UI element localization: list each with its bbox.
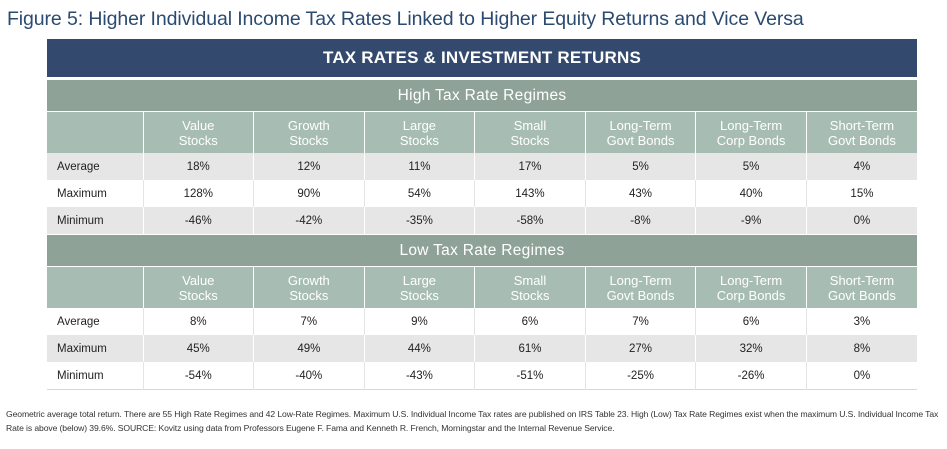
table-row: Average 18% 12% 11% 17% 5% 5% 4% [47, 153, 917, 180]
table-cell: 90% [253, 180, 365, 207]
table-cell: -26% [695, 362, 807, 390]
table-row: Maximum 128% 90% 54% 143% 43% 40% 15% [47, 180, 917, 207]
table-cell: -54% [142, 362, 254, 390]
column-header: Large Stocks [363, 266, 475, 308]
table-cell: 12% [253, 153, 365, 180]
table-cell: -8% [584, 207, 696, 234]
column-header-blank [47, 111, 143, 153]
column-header-row: Value Stocks Growth Stocks Large Stocks Sma… [47, 266, 917, 308]
column-header: Long-Term Govt Bonds [584, 111, 696, 153]
table-cell: 0% [805, 362, 917, 390]
table-cell: 8% [142, 308, 254, 335]
table-cell: 15% [805, 180, 917, 207]
column-header: Small Stocks [474, 111, 586, 153]
table-cell: 17% [474, 153, 586, 180]
column-header: Long-Term Corp Bonds [695, 266, 807, 308]
column-header: Growth Stocks [253, 266, 365, 308]
table-cell: -43% [363, 362, 475, 390]
column-header: Value Stocks [142, 266, 254, 308]
table-cell: -40% [253, 362, 365, 390]
low-tax-table: Value Stocks Growth Stocks Large Stocks Sma… [47, 266, 917, 390]
table-cell: 143% [474, 180, 586, 207]
table-banner: TAX RATES & INVESTMENT RETURNS [47, 39, 917, 80]
table-cell: 3% [805, 308, 917, 335]
table-cell: -51% [474, 362, 586, 390]
column-header: Small Stocks [474, 266, 586, 308]
table-cell: 18% [142, 153, 254, 180]
table-cell: 5% [584, 153, 696, 180]
footnote: Geometric average total return. There ar… [6, 409, 939, 433]
table-cell: 7% [253, 308, 365, 335]
column-header: Large Stocks [363, 111, 475, 153]
row-label: Average [47, 153, 143, 180]
table-cell: 5% [695, 153, 807, 180]
table-row: Minimum -46% -42% -35% -58% -8% -9% 0% [47, 207, 917, 234]
column-header: Long-Term Govt Bonds [584, 266, 696, 308]
column-header: Value Stocks [142, 111, 254, 153]
table-cell: 0% [805, 207, 917, 234]
table-cell: 61% [474, 335, 586, 362]
table-row: Average 8% 7% 9% 6% 7% 6% 3% [47, 308, 917, 335]
row-label: Average [47, 308, 143, 335]
table-row: Maximum 45% 49% 44% 61% 27% 32% 8% [47, 335, 917, 362]
row-label: Maximum [47, 335, 143, 362]
table-cell: 6% [695, 308, 807, 335]
table-cell: 8% [805, 335, 917, 362]
table-cell: 49% [253, 335, 365, 362]
table-cell: 6% [474, 308, 586, 335]
table-cell: -42% [253, 207, 365, 234]
table-cell: 43% [584, 180, 696, 207]
high-tax-table: Value Stocks Growth Stocks Large Stocks Sma… [47, 111, 917, 234]
table-cell: 11% [363, 153, 475, 180]
table-row: Minimum -54% -40% -43% -51% -25% -26% 0% [47, 362, 917, 390]
column-header-blank [47, 266, 143, 308]
column-header: Long-Term Corp Bonds [695, 111, 807, 153]
figure-title: Figure 5: Higher Individual Income Tax R… [7, 8, 804, 30]
table-cell: -35% [363, 207, 475, 234]
column-header: Short-Term Govt Bonds [805, 266, 917, 308]
table-cell: 54% [363, 180, 475, 207]
column-header: Growth Stocks [253, 111, 365, 153]
row-label: Minimum [47, 207, 143, 234]
column-header: Short-Term Govt Bonds [805, 111, 917, 153]
table-cell: 4% [805, 153, 917, 180]
table-cell: 45% [142, 335, 254, 362]
table-cell: 7% [584, 308, 696, 335]
table-cell: 44% [363, 335, 475, 362]
table-cell: -25% [584, 362, 696, 390]
column-header-row: Value Stocks Growth Stocks Large Stocks Sma… [47, 111, 917, 153]
table-cell: 9% [363, 308, 475, 335]
table-cell: -46% [142, 207, 254, 234]
high-tax-section-title: High Tax Rate Regimes [47, 80, 917, 111]
table-cell: -9% [695, 207, 807, 234]
row-label: Minimum [47, 362, 143, 390]
low-tax-section-title: Low Tax Rate Regimes [47, 234, 917, 266]
row-label: Maximum [47, 180, 143, 207]
returns-table: TAX RATES & INVESTMENT RETURNS High Tax … [47, 39, 917, 390]
table-cell: 27% [584, 335, 696, 362]
table-cell: 32% [695, 335, 807, 362]
table-cell: 128% [142, 180, 254, 207]
table-cell: 40% [695, 180, 807, 207]
table-cell: -58% [474, 207, 586, 234]
